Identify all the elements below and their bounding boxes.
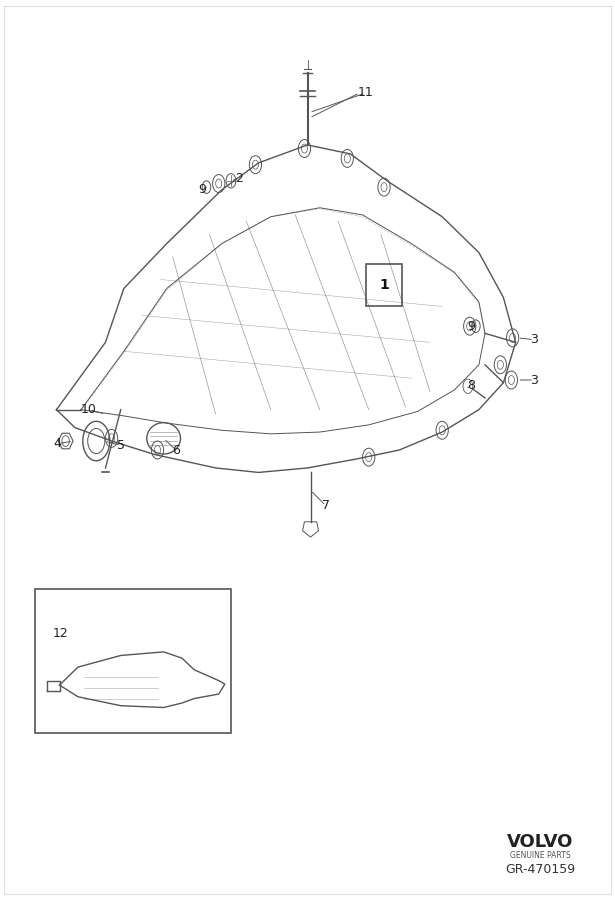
Text: 11: 11	[358, 86, 373, 99]
Text: 7: 7	[322, 500, 330, 512]
Bar	[35, 590, 231, 733]
Text: 9: 9	[467, 320, 475, 333]
Text: GR-470159: GR-470159	[505, 862, 575, 876]
Text: 3: 3	[530, 333, 538, 346]
Text: GENUINE PARTS: GENUINE PARTS	[510, 851, 571, 860]
Text: 12: 12	[53, 627, 69, 641]
Text: 10: 10	[81, 403, 97, 416]
Text: 5: 5	[117, 439, 125, 452]
Text: 8: 8	[467, 379, 475, 392]
Text: 1: 1	[379, 278, 389, 292]
Text: 4: 4	[54, 437, 62, 450]
Text: VOLVO: VOLVO	[507, 833, 573, 851]
Text: 9: 9	[198, 184, 206, 196]
Text: 3: 3	[530, 374, 538, 386]
Text: 6: 6	[172, 444, 180, 456]
Text: 2: 2	[235, 172, 243, 184]
